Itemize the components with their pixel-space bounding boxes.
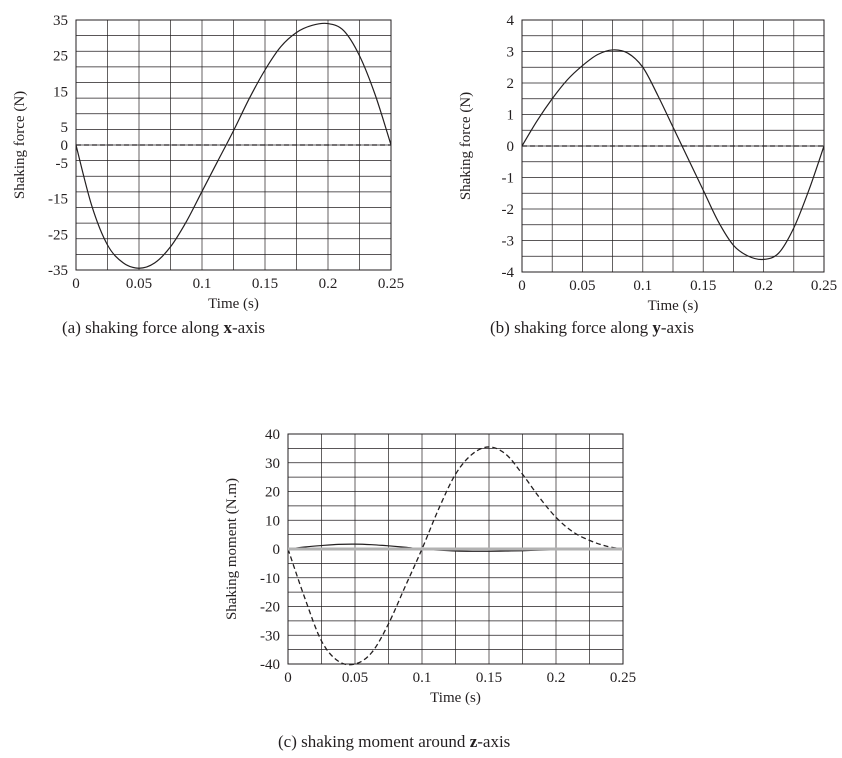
y-tick-label: -35 <box>48 263 68 279</box>
x-tick-label: 0 <box>284 670 292 686</box>
y-tick-label: -30 <box>260 628 280 644</box>
x-tick-label: 0.25 <box>811 278 837 294</box>
y-axis-label: Shaking moment (N.m) <box>224 478 240 620</box>
y-tick-label: 2 <box>507 76 515 92</box>
x-tick-label: 0.1 <box>413 670 432 686</box>
series-line-b-1 <box>521 49 825 261</box>
y-tick-label: 4 <box>507 13 515 29</box>
y-tick-label: 3 <box>507 45 515 61</box>
x-tick-label: 0.25 <box>610 670 636 686</box>
y-tick-label: -20 <box>260 600 280 616</box>
x-tick-label: 0.2 <box>754 278 773 294</box>
chart-a: 0 0.05 0.1 0.15 0.2 0.25 35 25 15 5 0 -5 -15 -25 -35 Ti… <box>12 13 404 312</box>
x-tick-label: 0.25 <box>378 276 404 292</box>
caption-c: (c) shaking moment around z-axis <box>278 732 511 751</box>
y-tick-label: 20 <box>265 485 280 501</box>
x-tick-label: 0.05 <box>569 278 595 294</box>
chart-c: 0 0.05 0.1 0.15 0.2 0.25 40 30 20 10 0 -10 -20 -30 -40… <box>224 427 636 706</box>
y-tick-label: 5 <box>61 120 69 136</box>
y-tick-label: 0 <box>61 138 69 154</box>
y-tick-label: 15 <box>53 84 68 100</box>
series-line-a-1 <box>75 22 392 269</box>
y-tick-label: 10 <box>265 513 280 529</box>
y-tick-label: -5 <box>56 156 69 172</box>
chart-b: 0 0.05 0.1 0.15 0.2 0.25 4 3 2 1 0 -1 -2 -3 -4 Time (s)… <box>458 13 837 314</box>
y-tick-label: -10 <box>260 571 280 587</box>
y-tick-label: -25 <box>48 227 68 243</box>
y-tick-label: 0 <box>273 542 281 558</box>
x-tick-label: 0.15 <box>252 276 278 292</box>
y-tick-label: 30 <box>265 456 280 472</box>
y-tick-label: -40 <box>260 657 280 673</box>
caption-a: (a) shaking force along x-axis <box>62 318 265 337</box>
y-tick-label: -15 <box>48 192 68 208</box>
x-tick-label: 0.2 <box>319 276 338 292</box>
y-tick-label: 0 <box>507 139 515 155</box>
x-tick-label: 0 <box>72 276 80 292</box>
x-axis-label: Time (s) <box>430 690 481 706</box>
x-tick-label: 0.15 <box>476 670 502 686</box>
x-tick-label: 0 <box>518 278 526 294</box>
x-tick-label: 0.1 <box>633 278 652 294</box>
y-axis-label: Shaking force (N) <box>12 91 28 199</box>
y-tick-label: 35 <box>53 13 68 29</box>
caption-b: (b) shaking force along y-axis <box>490 318 694 337</box>
x-axis-label: Time (s) <box>208 296 259 312</box>
y-tick-label: 40 <box>265 427 280 443</box>
y-axis-label: Shaking force (N) <box>458 92 474 200</box>
x-tick-label: 0.05 <box>342 670 368 686</box>
y-tick-label: -2 <box>502 202 515 218</box>
x-tick-label: 0.2 <box>547 670 566 686</box>
y-tick-label: 1 <box>507 108 515 124</box>
series-line-c-1 <box>287 446 624 666</box>
x-axis-label: Time (s) <box>648 298 699 314</box>
x-tick-label: 0.1 <box>193 276 212 292</box>
y-tick-label: -3 <box>502 234 515 250</box>
x-tick-label: 0.15 <box>690 278 716 294</box>
y-tick-label: 25 <box>53 49 68 65</box>
y-tick-label: -1 <box>502 171 515 187</box>
x-tick-label: 0.05 <box>126 276 152 292</box>
y-tick-label: -4 <box>502 265 515 281</box>
